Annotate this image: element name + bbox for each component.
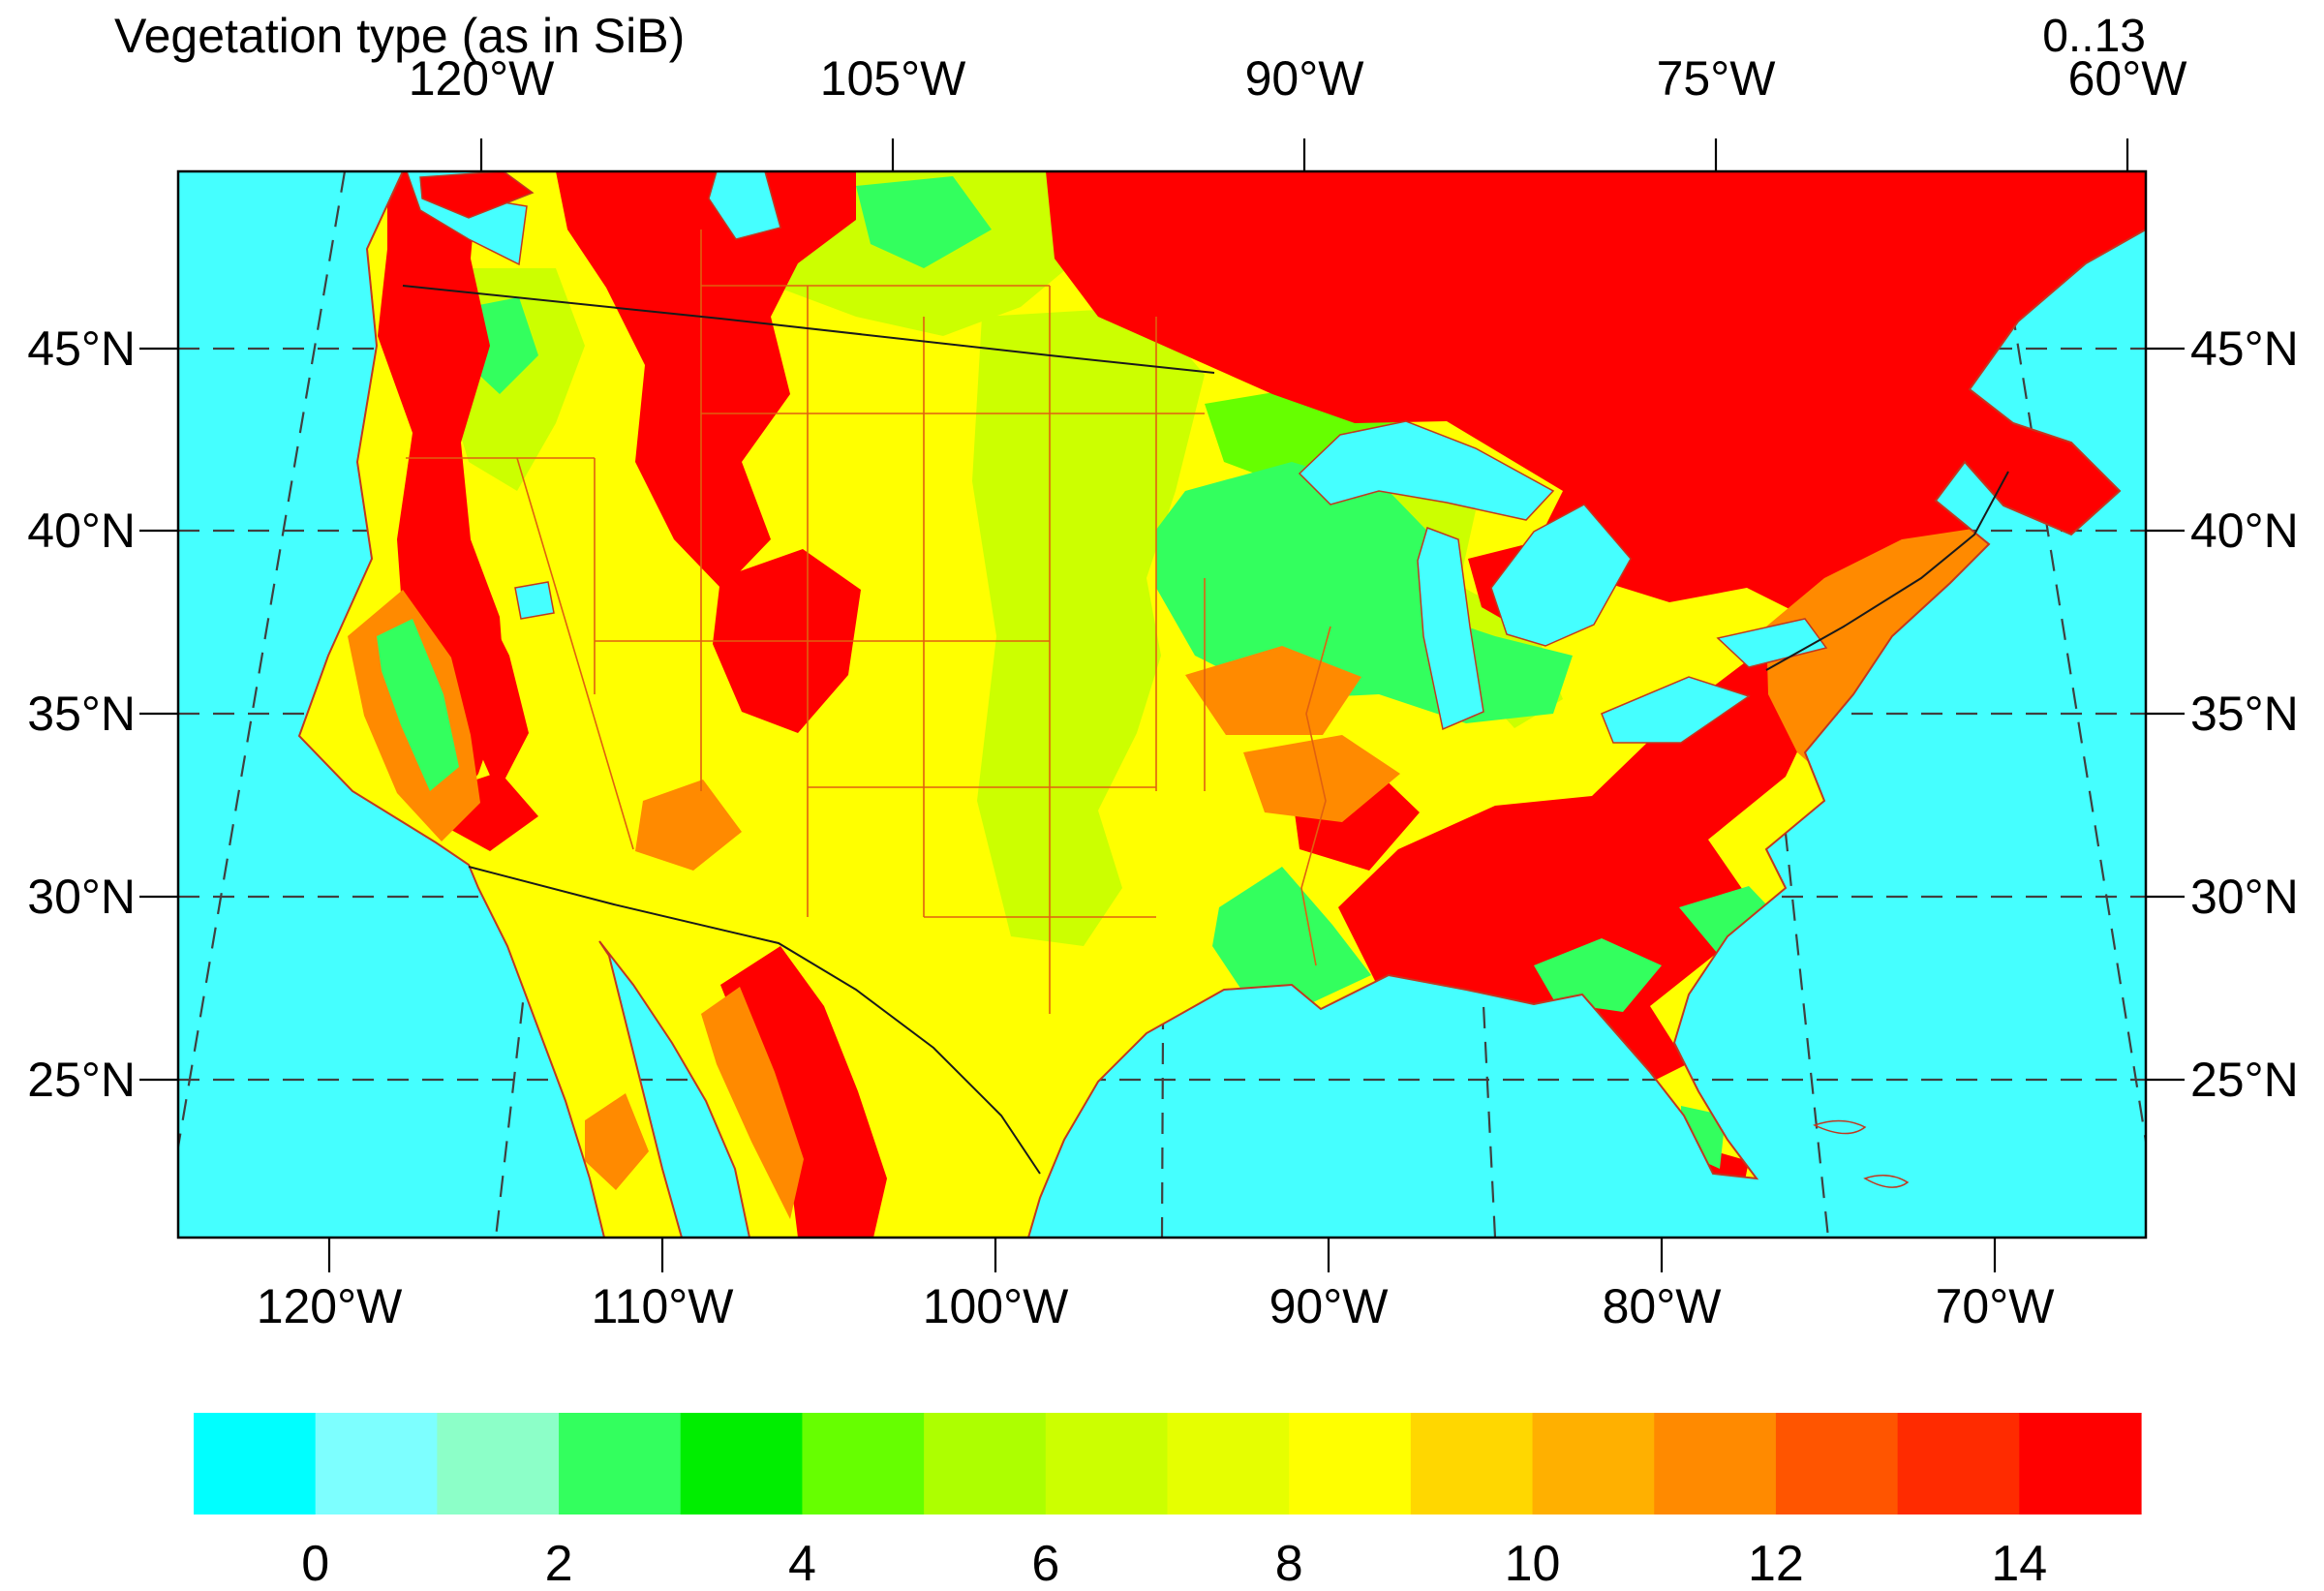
colorbar-label: 12	[1748, 1536, 1804, 1591]
right-axis-label: 25°N	[2190, 1053, 2299, 1107]
colorbar-swatch-10	[1410, 1413, 1534, 1515]
bahamas-outline	[1863, 1175, 1910, 1188]
colorbar-label: 4	[787, 1536, 816, 1591]
graticule-meridian	[1988, 171, 2146, 1148]
top-axis-label: 60°W	[2067, 51, 2187, 106]
colorbar-swatch-2	[437, 1413, 560, 1515]
colorbar-swatch-8	[1167, 1413, 1290, 1515]
left-axis-label: 45°N	[27, 321, 136, 376]
left-axis-label: 30°N	[27, 870, 136, 924]
veg-region-northern-rockies	[556, 171, 856, 590]
country-border	[468, 866, 1041, 1175]
colorbar-label: 0	[301, 1536, 330, 1591]
colorbar-label: 8	[1274, 1536, 1303, 1591]
colorbar-swatch-5	[802, 1413, 925, 1515]
colorbar-label: 14	[1991, 1536, 2048, 1591]
veg-region-coastal-plain-green	[1534, 938, 1662, 1012]
colorbar-swatch-12	[1654, 1413, 1777, 1515]
map-frame	[176, 169, 2148, 1239]
top-axis-label: 105°W	[819, 51, 966, 106]
colorbar-swatch-3	[559, 1413, 682, 1515]
bottom-axis-label: 120°W	[256, 1279, 403, 1333]
coastline	[297, 171, 2146, 1238]
veg-region-baja-orange	[585, 1093, 649, 1190]
veg-region-smo-west-fringe	[701, 987, 804, 1219]
colorbar-swatch-11	[1532, 1413, 1655, 1515]
right-axis-label: 40°N	[2190, 504, 2299, 558]
colorbar-label: 10	[1504, 1536, 1561, 1591]
bahamas-outline	[1813, 1119, 1867, 1135]
veg-region-oklahoma-orange	[1243, 735, 1400, 822]
country-border	[402, 285, 1215, 374]
veg-region-mogollon-orange	[635, 780, 742, 871]
lake-huron	[1490, 504, 1632, 647]
figure-title: Vegetation type (as in SiB)	[114, 9, 686, 63]
lake-superior	[1298, 420, 1555, 521]
value-range-label: 0..13	[2042, 11, 2146, 62]
top-axis-label: 120°W	[408, 51, 555, 106]
veg-region-east-texas-green	[1212, 867, 1332, 1012]
veg-region-sierra-nevada	[420, 578, 529, 793]
colorbar-swatch-0	[194, 1413, 317, 1515]
colorbar-swatch-13	[1775, 1413, 1899, 1515]
lake-michigan	[1417, 527, 1484, 731]
bottom-axis-label: 80°W	[1602, 1279, 1722, 1333]
graticule-meridian	[178, 171, 347, 1153]
state-border	[1300, 626, 1331, 966]
lake-winnipeg	[708, 171, 781, 240]
top-axis-label: 75°W	[1656, 51, 1776, 106]
colorbar-swatch-1	[315, 1413, 438, 1515]
bottom-axis-label: 100°W	[922, 1279, 1069, 1333]
lake-erie	[1601, 676, 1751, 744]
left-axis-label: 40°N	[27, 504, 136, 558]
right-axis-label: 30°N	[2190, 870, 2299, 924]
map-area	[178, 171, 2146, 1238]
top-axis-label: 90°W	[1244, 51, 1364, 106]
colorbar-swatch-15	[2019, 1413, 2142, 1515]
colorbar-swatch-7	[1045, 1413, 1169, 1515]
left-axis-label: 25°N	[27, 1053, 136, 1107]
left-axis-label: 35°N	[27, 687, 136, 741]
bottom-axis-label: 70°W	[1935, 1279, 2055, 1333]
veg-region-carolina-green	[1679, 886, 1788, 965]
veg-region-kansas-orange	[1185, 646, 1361, 735]
bottom-axis-label: 110°W	[591, 1279, 734, 1333]
colorbar-swatch-9	[1289, 1413, 1412, 1515]
veg-region-great-plains-band	[972, 307, 1205, 946]
state-border	[516, 457, 634, 850]
veg-region-boreal-canada	[1046, 171, 2146, 627]
veg-region-palouse-green	[469, 297, 538, 394]
colorbar-swatch-14	[1897, 1413, 2020, 1515]
right-axis-label: 35°N	[2190, 687, 2299, 741]
country-border	[1765, 471, 2009, 671]
veg-region-sierra-madre	[720, 946, 887, 1238]
colorbar-swatch-4	[680, 1413, 804, 1515]
lake-ontario	[1716, 618, 1828, 668]
veg-region-prairie-green-patch	[856, 176, 992, 268]
colorbar-label: 2	[544, 1536, 573, 1591]
bottom-axis-label: 90°W	[1269, 1279, 1389, 1333]
great-salt-lake	[514, 581, 555, 620]
right-axis-label: 45°N	[2190, 321, 2299, 376]
veg-region-central-valley	[377, 619, 459, 791]
colorbar-swatch-6	[924, 1413, 1047, 1515]
colorbar-label: 6	[1031, 1536, 1060, 1591]
